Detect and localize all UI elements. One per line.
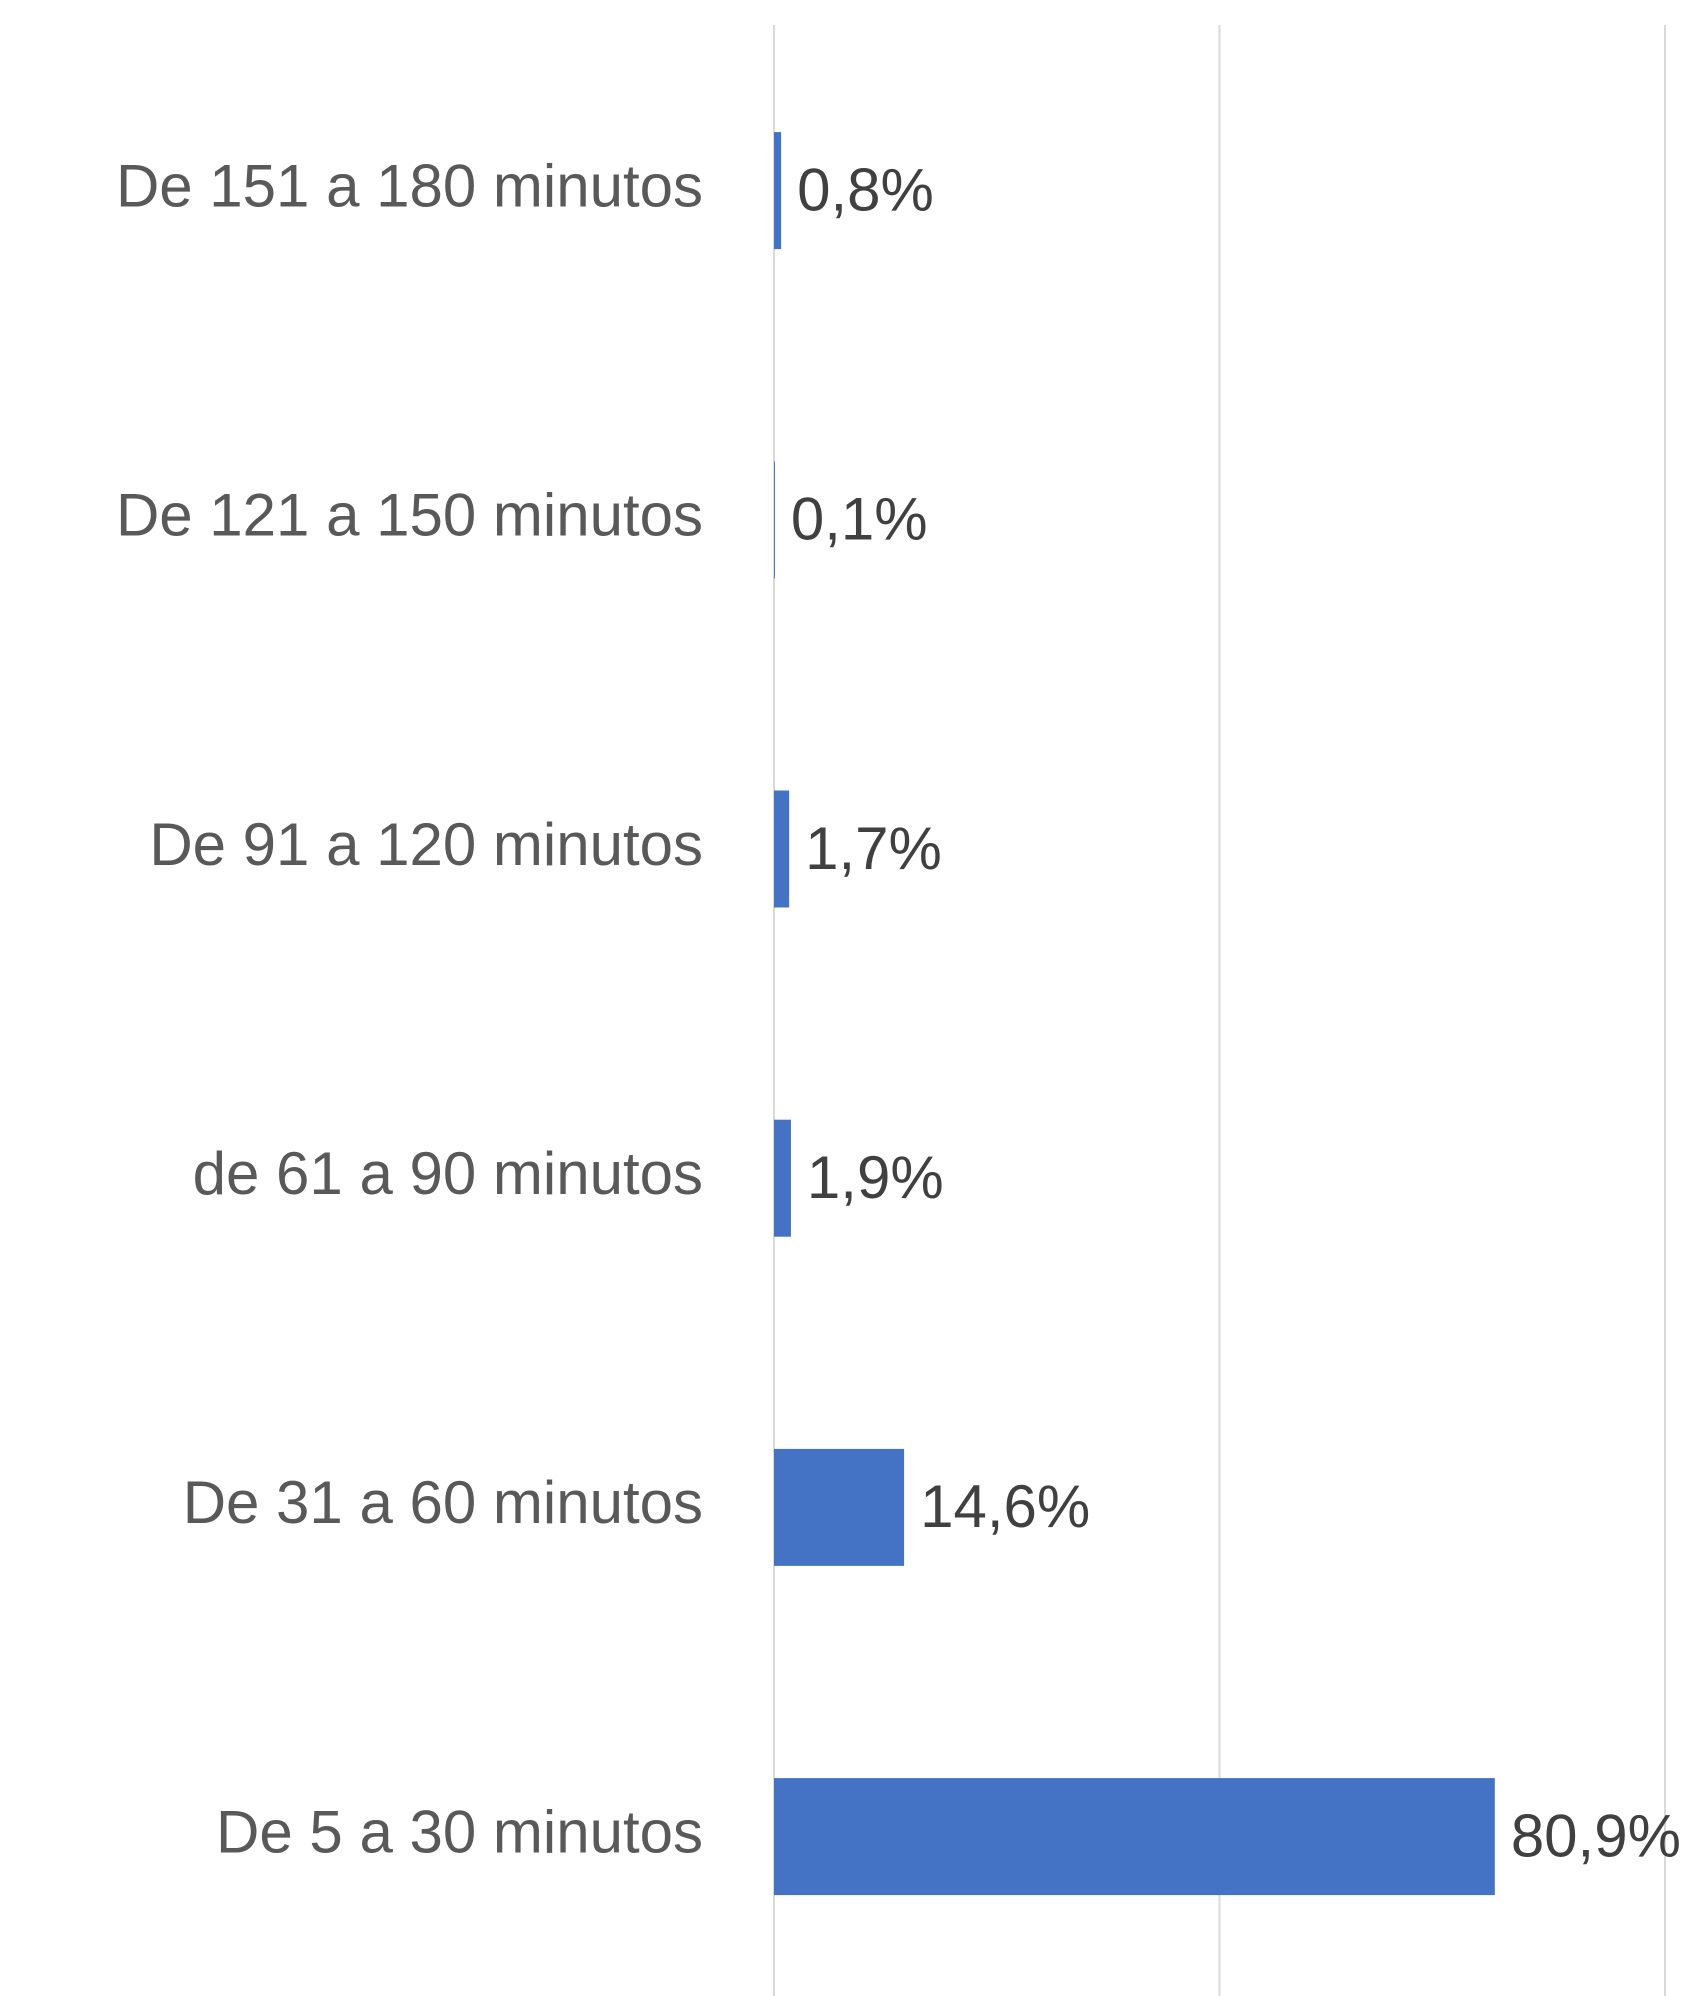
y-tick-label: De 91 a 120 minutos: [149, 811, 703, 878]
y-tick-label: De 121 a 150 minutos: [116, 482, 703, 549]
value-label: 0,8%: [797, 156, 934, 223]
bar: [774, 790, 790, 908]
y-tick-label: De 5 a 30 minutos: [216, 1798, 703, 1865]
value-label: 14,6%: [920, 1473, 1090, 1540]
value-label: 0,1%: [791, 486, 928, 553]
y-tick-label: De 151 a 180 minutos: [116, 152, 703, 219]
bar: [774, 1778, 1495, 1896]
value-label: 1,9%: [807, 1144, 944, 1211]
y-tick-label: de 61 a 90 minutos: [193, 1140, 703, 1207]
y-tick-label: De 31 a 60 minutos: [183, 1469, 703, 1536]
bar: [774, 132, 782, 250]
value-label: 80,9%: [1511, 1802, 1681, 1869]
bar: [774, 1119, 791, 1237]
value-label: 1,7%: [805, 815, 942, 882]
bar: [774, 1448, 905, 1566]
bar: [774, 461, 775, 579]
